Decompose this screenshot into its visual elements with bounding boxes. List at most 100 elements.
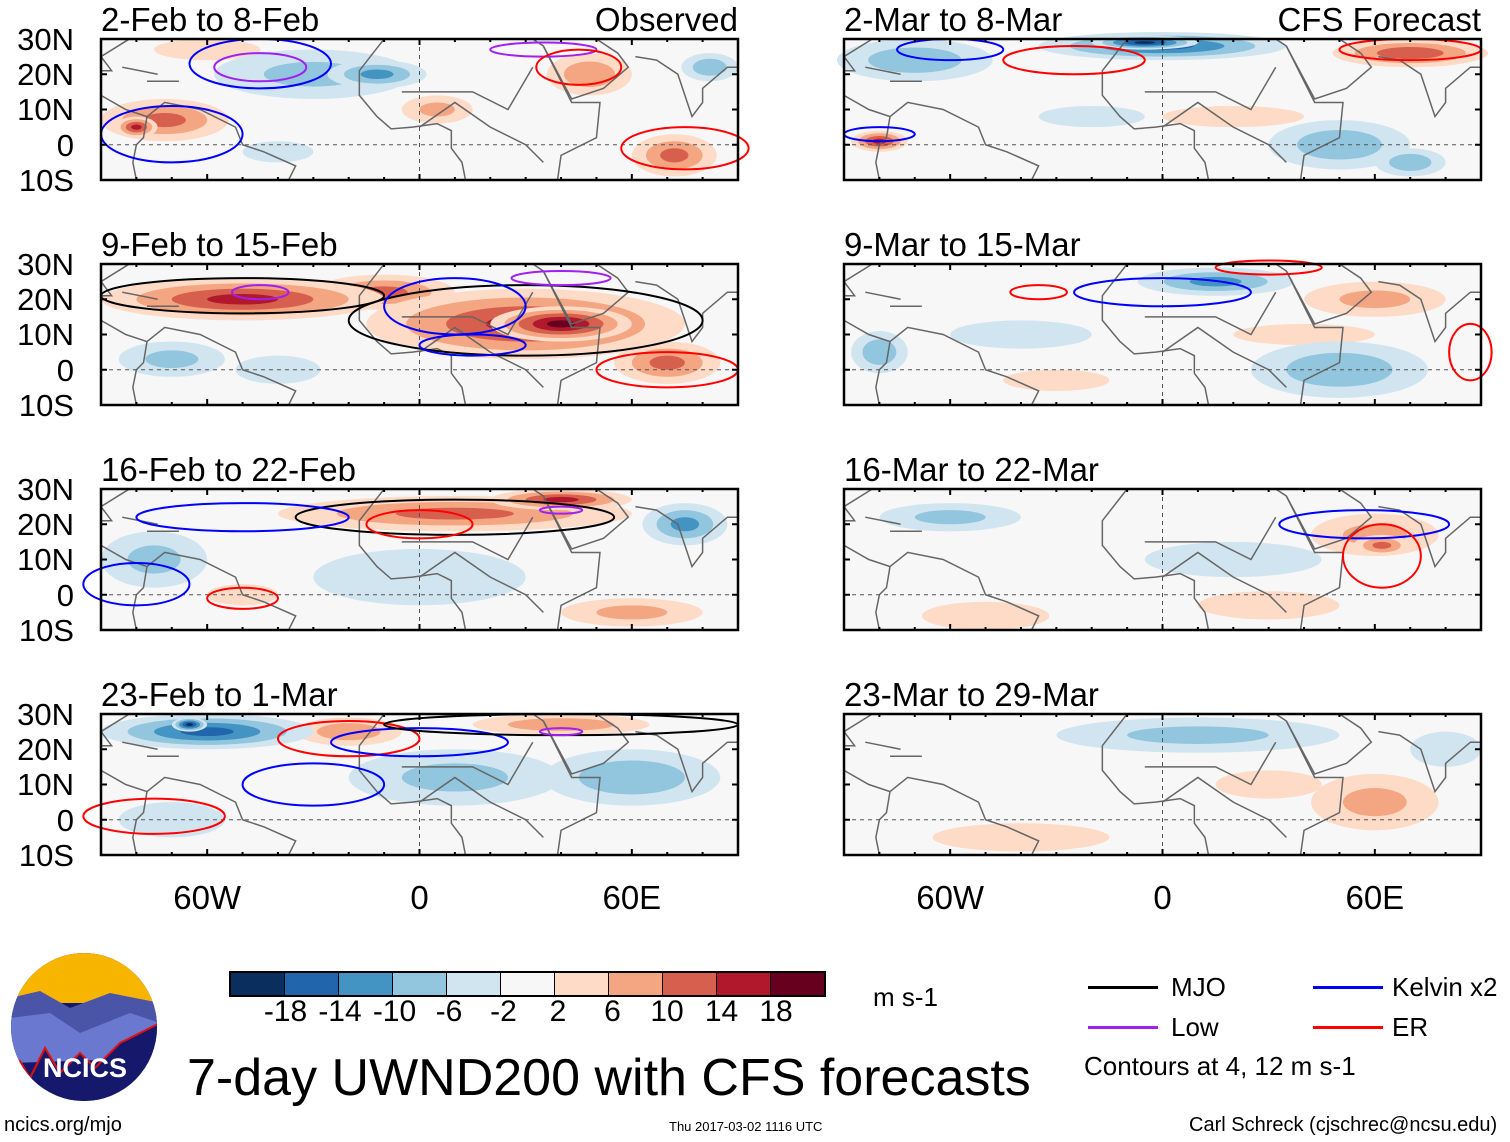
panel-title: 9-Mar to 15-Mar [844, 226, 1081, 263]
coastline [122, 291, 158, 300]
coastline [1101, 38, 1210, 181]
coastline [99, 263, 130, 297]
er-contour [1448, 322, 1493, 382]
wind-anomaly-blob [1233, 323, 1375, 346]
coastline [1285, 713, 1373, 775]
lat-label: 10N [17, 542, 74, 578]
coastline [358, 263, 467, 406]
legend-er: ER [1392, 1012, 1429, 1042]
coastline [843, 544, 1040, 631]
er-line-swatch [1313, 1026, 1383, 1029]
coastline [401, 66, 534, 111]
colorbar-swatch [285, 973, 339, 995]
footer-url[interactable]: ncics.org/mjo [4, 1114, 122, 1136]
lat-label: 10S [18, 612, 74, 648]
lat-label: 20N [17, 507, 74, 543]
coastline [1275, 38, 1344, 181]
coastline [419, 101, 544, 163]
colorbar-label: 14 [704, 995, 739, 1028]
colorbar-swatch [231, 973, 285, 995]
coastline [542, 713, 630, 775]
colorbar-swatch [609, 973, 663, 995]
wind-anomaly-blob [185, 723, 194, 726]
panel-title: 2-Mar to 8-Mar [844, 1, 1063, 38]
colorbar-swatch [393, 973, 447, 995]
anomaly-map [99, 262, 740, 407]
lon-label: 60E [602, 879, 662, 916]
kelvin-contour [330, 727, 509, 758]
coastline [1275, 263, 1344, 406]
er-contour [206, 586, 279, 610]
coastline [532, 38, 601, 181]
coastline [635, 505, 738, 569]
wind-anomaly-blob [1372, 541, 1392, 549]
coastline [635, 280, 738, 344]
coastline [842, 263, 873, 297]
wind-anomaly-blob [145, 350, 199, 368]
colorbar-label: -2 [490, 995, 517, 1028]
coastline [419, 551, 544, 613]
legend-low: Low [1171, 1012, 1219, 1042]
coastline [842, 38, 873, 72]
anomaly-map [842, 712, 1483, 857]
er-contour [535, 48, 623, 86]
coastline [1144, 741, 1277, 786]
coastline [1378, 55, 1481, 119]
lat-label: 0 [56, 577, 74, 613]
mjo-line-swatch [1088, 986, 1158, 989]
panel-title: 23-Feb to 1-Mar [101, 676, 338, 713]
anomaly-map [842, 259, 1493, 407]
lat-label: 20N [17, 282, 74, 318]
coastline [1285, 38, 1373, 100]
coastline [1378, 730, 1481, 794]
wind-anomaly-blob [131, 124, 142, 130]
coastline [532, 488, 601, 631]
coastline [1378, 280, 1481, 344]
coastline [542, 263, 630, 325]
coastline [401, 741, 534, 786]
wind-anomaly-blob [1376, 47, 1444, 60]
low-line-swatch [1088, 1026, 1158, 1029]
coastline [1162, 326, 1287, 388]
wind-anomaly-blob [1127, 726, 1269, 744]
low-contour [213, 52, 308, 83]
low-contour [538, 505, 584, 515]
coastline [99, 38, 130, 72]
panel-title: 9-Feb to 15-Feb [101, 226, 338, 263]
wind-anomaly-blob [868, 47, 962, 73]
wind-anomaly-blob [914, 510, 986, 525]
wind-anomaly-blob [692, 58, 727, 76]
panel-source-label: Observed [594, 1, 738, 38]
mjo-contour [347, 284, 704, 357]
wind-anomaly-blob [1339, 290, 1411, 309]
lat-label: 30N [17, 22, 74, 57]
coastline [1101, 488, 1210, 631]
figure-title: 7-day UWND200 with CFS forecasts [187, 1049, 1031, 1107]
wind-anomaly-blob [670, 517, 700, 532]
lon-label: 0 [1153, 879, 1172, 916]
colorbar-swatch [339, 973, 393, 995]
wind-anomaly-blob [1410, 731, 1481, 767]
colorbar-label: 18 [759, 995, 793, 1028]
kelvin-contour [1278, 509, 1451, 540]
kelvin-contour [241, 762, 386, 807]
anomaly-map [836, 31, 1489, 182]
kelvin-contour [82, 562, 191, 607]
colorbar-swatch [555, 973, 609, 995]
coastline [843, 769, 1040, 856]
wind-anomaly-blob [660, 148, 689, 163]
wind-anomaly-blob [578, 760, 685, 795]
er-contour [365, 509, 474, 540]
coastline [358, 488, 467, 631]
coastline [122, 66, 158, 75]
panel-title: 16-Mar to 22-Mar [844, 451, 1099, 488]
wind-anomaly-blob [862, 339, 897, 365]
kelvin-contour [135, 502, 350, 533]
coastline [1285, 488, 1373, 550]
logo-text: NCICS [43, 1053, 127, 1083]
wind-anomaly-blob [546, 320, 576, 328]
coastline [842, 488, 873, 522]
low-contour [510, 270, 612, 287]
kelvin-contour [418, 333, 527, 357]
lat-label: 10S [18, 162, 74, 198]
